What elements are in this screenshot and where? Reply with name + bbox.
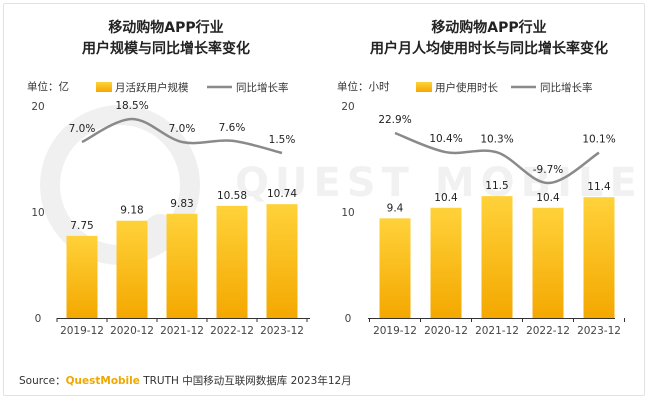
chart2-growth-label: -9.7% bbox=[533, 164, 563, 176]
chart1-bar bbox=[116, 220, 148, 318]
chart2-xtick-label: 2021-12 bbox=[475, 325, 519, 337]
chart1-xtick-label: 2022-12 bbox=[210, 325, 254, 337]
chart1-ytick: 10 bbox=[31, 207, 44, 219]
chart1-growth-label: 18.5% bbox=[115, 100, 148, 112]
chart1-title-line2: 用户规模与同比增长率变化 bbox=[82, 40, 250, 57]
watermark-text: QUEST MOBILE bbox=[235, 160, 643, 206]
chart1-legend-bar-swatch bbox=[96, 82, 112, 92]
chart2-unit: 单位：小时 bbox=[337, 80, 390, 93]
source-prefix: Source： bbox=[19, 375, 66, 387]
source-rest: TRUTH 中国移动互联网数据库 2023年12月 bbox=[139, 375, 352, 387]
chart2-ytick: 10 bbox=[341, 207, 354, 219]
chart1-ytick: 20 bbox=[31, 101, 44, 113]
chart2-xtick-label: 2019-12 bbox=[373, 325, 417, 337]
chart2-growth-label: 22.9% bbox=[378, 114, 411, 126]
chart-frame bbox=[3, 3, 645, 396]
chart1-bar-label: 10.58 bbox=[217, 190, 247, 202]
chart2-bar bbox=[583, 197, 615, 318]
chart1-legend-bar-label: 月活跃用户规模 bbox=[115, 81, 189, 94]
chart2-bar-label: 10.4 bbox=[434, 192, 458, 204]
chart1-xtick-label: 2023-12 bbox=[260, 325, 304, 337]
chart2-bar bbox=[430, 207, 462, 318]
chart2-legend-line-label: 同比增长率 bbox=[540, 81, 593, 94]
chart1-bar bbox=[266, 204, 298, 318]
chart1-bar bbox=[216, 205, 248, 318]
chart1-bar bbox=[166, 213, 198, 318]
chart2-bar-label: 11.5 bbox=[485, 180, 508, 192]
chart2-legend-bar-label: 用户使用时长 bbox=[435, 81, 498, 94]
chart2-xtick-label: 2022-12 bbox=[526, 325, 570, 337]
chart2-xtick-label: 2020-12 bbox=[424, 325, 468, 337]
chart2-xtick-label: 2023-12 bbox=[577, 325, 621, 337]
chart1-bar-label: 9.18 bbox=[120, 205, 143, 217]
chart2-growth-label: 10.4% bbox=[429, 133, 462, 145]
chart2-bar bbox=[481, 196, 513, 318]
chart1-bar-label: 7.75 bbox=[70, 220, 93, 232]
chart2-title-line2: 用户月人均使用时长与同比增长率变化 bbox=[370, 40, 608, 57]
chart2-ytick: 0 bbox=[345, 313, 352, 325]
chart1-xtick-label: 2020-12 bbox=[110, 325, 154, 337]
chart1-legend-line-label: 同比增长率 bbox=[236, 81, 289, 94]
source-note: Source：QuestMobile TRUTH 中国移动互联网数据库 2023… bbox=[19, 373, 352, 388]
chart1-unit: 单位：亿 bbox=[27, 80, 69, 93]
chart2-growth-label: 10.3% bbox=[480, 133, 513, 145]
chart1-bar-label: 9.83 bbox=[170, 198, 193, 210]
chart2-bar-label: 9.4 bbox=[387, 202, 404, 214]
chart1-bar bbox=[66, 235, 98, 318]
chart1-growth-label: 7.0% bbox=[169, 123, 196, 135]
chart1-xtick-label: 2021-12 bbox=[160, 325, 204, 337]
chart2-bar-label: 10.4 bbox=[536, 192, 560, 204]
chart1-growth-line bbox=[81, 117, 283, 155]
chart1-growth-label: 7.0% bbox=[69, 123, 96, 135]
source-brand: QuestMobile bbox=[65, 375, 140, 387]
chart2-bar bbox=[379, 218, 411, 318]
chart2-legend-bar-swatch bbox=[416, 82, 432, 92]
chart1-xtick-label: 2019-12 bbox=[60, 325, 104, 337]
chart2-bar bbox=[532, 207, 564, 318]
chart1-growth-label: 1.5% bbox=[269, 134, 296, 146]
chart1-growth-label: 7.6% bbox=[219, 122, 246, 134]
chart2-title-line1: 移动购物APP行业 bbox=[431, 19, 546, 36]
chart2-growth-label: 10.1% bbox=[582, 134, 615, 146]
chart2-growth-line bbox=[394, 131, 600, 185]
chart2-ytick: 20 bbox=[341, 101, 354, 113]
chart2-bar-label: 11.4 bbox=[587, 181, 611, 193]
chart1-bar-label: 10.74 bbox=[267, 188, 297, 200]
chart1-title-line1: 移动购物APP行业 bbox=[108, 19, 223, 36]
chart1-ytick: 0 bbox=[35, 313, 42, 325]
